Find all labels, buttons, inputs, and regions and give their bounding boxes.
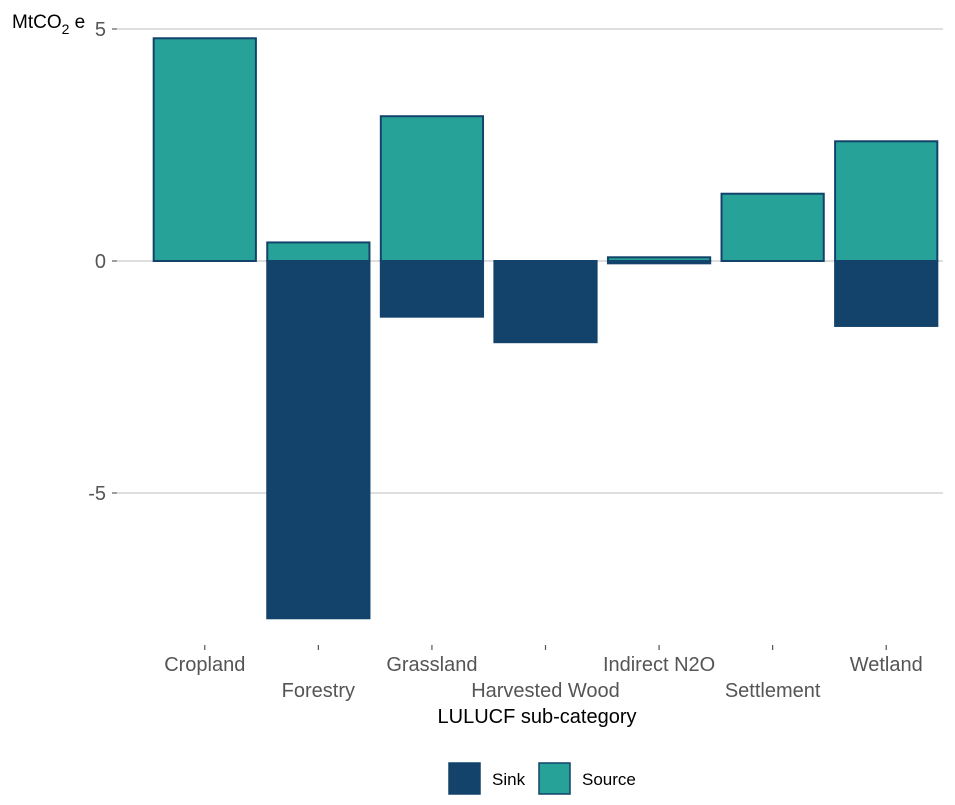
bars	[152, 37, 939, 620]
y-tick-label: 5	[95, 19, 106, 41]
x-tick-label: Wetland	[850, 654, 923, 676]
x-axis-title: LULUCF sub-category	[438, 706, 637, 728]
bar-source-forestry	[266, 241, 371, 263]
legend-swatch-source	[538, 762, 571, 795]
bar-sink-grassland	[379, 260, 485, 318]
bar-source-wetland	[834, 140, 939, 262]
legend-swatch-sink	[448, 762, 481, 795]
x-tick-label: Harvested Wood	[471, 680, 620, 702]
bar-source-indirect-n2o	[606, 256, 712, 262]
bar-source-settlement	[720, 192, 825, 262]
x-tick-label: Settlement	[725, 680, 821, 702]
y-tick-label: -5	[88, 483, 106, 505]
y-tick-label: 0	[95, 251, 106, 273]
bar-source-cropland	[152, 37, 257, 262]
bar-source-grassland	[379, 115, 485, 263]
x-tick-label: Forestry	[282, 680, 355, 702]
legend-label-source: Source	[582, 770, 636, 789]
x-tick-label: Indirect N2O	[603, 654, 715, 676]
bar-sink-wetland	[834, 260, 939, 327]
x-tick-label: Grassland	[386, 654, 477, 676]
x-axis: Cropland Forestry Grassland Harvested Wood I…	[164, 645, 923, 702]
bar-sink-forestry	[266, 260, 371, 620]
y-axis: 5 0 -5	[88, 19, 117, 505]
bar-sink-harvested-wood	[493, 260, 598, 344]
legend: Sink Source	[448, 762, 636, 795]
legend-label-sink: Sink	[492, 770, 526, 789]
x-tick-label: Cropland	[164, 654, 245, 676]
y-axis-label: MtCO2 e	[12, 12, 85, 37]
